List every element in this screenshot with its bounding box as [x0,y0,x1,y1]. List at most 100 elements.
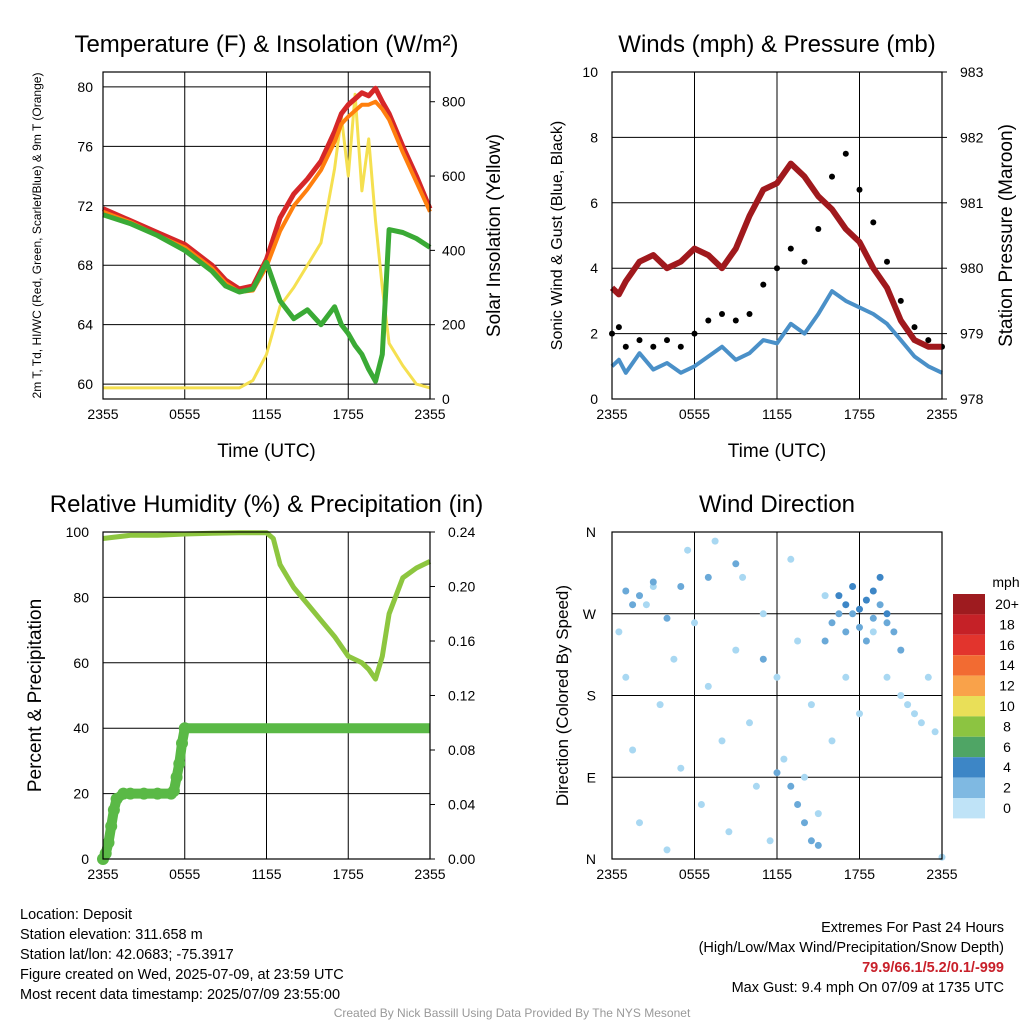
y-tick-label: 100 [66,524,90,540]
legend-swatch [953,675,985,696]
y-right-axis-label: Solar Insolation (Yellow) [484,134,505,337]
y-tick-label: S [587,688,596,704]
direction-point [849,583,857,590]
legend-label: 12 [999,678,1015,694]
direction-point [704,682,712,690]
gust-point [801,258,808,265]
direction-point [732,560,740,568]
direction-point [759,610,767,618]
direction-point [862,596,870,604]
max-gust-text: Max Gust: 9.4 mph On 07/09 at 1735 UTC [731,980,1004,996]
plot-frame [102,531,431,860]
gust-point [664,337,670,344]
y-right-tick-label: 0.08 [448,742,475,758]
gust-point [636,337,643,344]
x-tick-label: 1755 [844,866,875,882]
y-tick-label: N [586,851,596,867]
x-axis-label: Time (UTC) [217,441,316,462]
x-tick-label: 1155 [251,866,281,882]
y-axis-label: 2m T, Td, HI/WC (Red, Green, Scarlet/Blu… [30,73,44,399]
gust-point [829,173,835,180]
direction-point [739,573,747,581]
direction-point [759,655,767,663]
direction-point [704,573,712,581]
direction-point [890,628,898,636]
gust-point [884,258,890,265]
direction-point [629,746,637,754]
direction-point [766,837,774,845]
legend-swatch [953,716,985,737]
direction-point [752,782,760,790]
gust-point [787,245,794,252]
panel-title: Winds (mph) & Pressure (mb) [618,31,935,58]
extremes-info: Extremes For Past 24 Hours (High/Low/Max… [699,918,1004,998]
y-right-tick-label: 0.12 [448,688,475,704]
gust-point [911,324,918,331]
x-tick-label: 2355 [926,406,957,422]
panel-3: Relative Humidity (%) & Precipitation (i… [25,491,483,882]
precip-point [151,787,164,800]
direction-point [869,628,877,636]
series-sonic-wind [610,289,943,375]
precip-point [137,787,150,800]
direction-point [718,737,726,745]
direction-point [787,782,795,790]
plot-frame [611,71,943,400]
series-station-pressure [609,160,942,350]
y-tick-label: 80 [73,589,89,605]
legend-swatch [953,634,985,656]
gust-point [732,317,739,324]
direction-point [856,605,863,613]
legend-label: 20+ [995,596,1019,612]
direction-point [869,587,877,595]
x-tick-label: 2355 [596,406,627,422]
direction-point [828,737,836,745]
gust-point [870,219,877,226]
direction-point [883,673,891,681]
y-tick-label: 10 [582,64,598,80]
y-tick-label: N [586,524,596,540]
legend-label: 10 [999,698,1015,714]
x-tick-label: 1155 [762,866,792,882]
precip-point [124,787,137,800]
y-right-tick-label: 978 [960,391,984,407]
y-tick-label: 40 [73,720,89,736]
recent-data-text: Most recent data timestamp: 2025/07/09 2… [20,987,341,1003]
x-tick-label: 0555 [679,406,710,422]
y-tick-label: 80 [77,79,93,95]
direction-point [856,623,863,631]
direction-point [615,628,623,636]
direction-point [677,764,685,772]
direction-point [828,619,836,627]
direction-point [677,583,685,590]
direction-point [842,601,850,609]
y-right-tick-label: 800 [442,94,466,110]
precip-point [102,836,115,849]
created-text: Figure created on Wed, 2025-07-09, at 23… [20,967,344,983]
series-insolation [103,92,431,390]
gust-point [677,343,684,350]
direction-point [897,646,905,654]
series-temperature [102,85,433,292]
y-tick-label: 8 [590,129,598,145]
y-tick-label: 4 [590,260,598,276]
direction-point [622,587,630,595]
y-tick-label: 0 [590,391,598,407]
y-right-tick-label: 0.00 [448,851,475,867]
direction-point [697,801,705,808]
direction-point [842,628,850,636]
latlon-text: Station lat/lon: 42.0683; -75.3917 [20,947,234,963]
direction-point [794,637,802,645]
legend-label: 4 [1003,759,1011,775]
direction-point [801,819,808,827]
direction-point [629,601,637,609]
direction-point [773,673,781,681]
elevation-text: Station elevation: 311.658 m [20,927,203,943]
direction-point [636,592,643,600]
y-tick-label: 20 [73,786,89,802]
legend-swatch [953,696,985,717]
gust-point [842,150,849,157]
y-axis-label: Direction (Colored By Speed) [553,585,572,806]
series-dewpoint [102,212,432,384]
